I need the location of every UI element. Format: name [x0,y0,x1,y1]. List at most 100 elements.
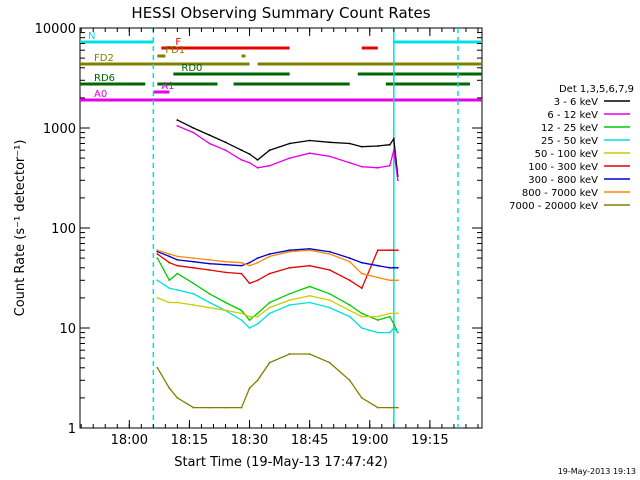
data-point-1-8 [248,161,251,164]
data-point-7-16 [376,276,379,279]
data-point-7-9 [256,261,259,264]
data-point-2-12 [308,285,311,288]
data-point-7-3 [176,255,179,258]
data-point-1-10 [268,164,271,167]
flag-label-f: F [175,37,181,48]
data-point-2-15 [360,312,363,315]
data-point-7-14 [348,260,351,263]
data-point-1-19 [396,179,399,182]
data-point-8-18 [392,406,395,409]
data-point-1-16 [376,166,379,169]
data-point-0-9 [256,158,259,161]
data-point-7-1 [156,249,159,252]
data-point-2-11 [288,292,291,295]
data-point-7-2 [168,253,171,255]
data-point-7-10 [268,255,271,258]
data-point-6-12 [308,247,311,250]
data-point-4-4 [192,304,195,306]
data-point-1-9 [256,166,259,169]
data-point-6-2 [168,255,171,258]
data-point-5-13 [328,269,331,271]
data-point-6-17 [388,266,391,269]
data-point-5-4 [192,266,195,269]
y-tick-label-4: 10000 [35,22,76,37]
data-point-3-18 [392,327,395,329]
data-point-8-14 [348,379,351,382]
data-point-7-5 [208,258,211,261]
data-point-8-7 [240,406,243,409]
data-point-0-11 [288,142,291,145]
legend: Det 1,3,5,6,7,9 3 - 6 keV 6 - 12 keV 12 - 2… [509,84,634,212]
data-point-2-6 [224,301,227,304]
data-point-2-8 [248,319,251,321]
data-point-0-8 [248,153,251,155]
data-point-8-6 [224,406,227,409]
series-line-2 [156,257,399,333]
data-point-4-19 [396,312,399,315]
x-tick-label-4: 19:00 [351,433,388,448]
data-point-6-10 [268,253,271,255]
data-point-1-14 [348,161,351,164]
data-point-4-2 [168,301,171,304]
data-point-6-13 [328,250,331,253]
legend-label-8: 7000 - 20000 keV [509,201,598,212]
data-point-3-15 [360,327,363,329]
data-point-5-2 [168,261,171,264]
data-point-8-9 [256,379,259,382]
data-point-5-19 [396,249,399,252]
data-point-3-4 [192,292,195,295]
data-point-0-18 [392,137,395,140]
data-point-5-17 [388,249,391,252]
flag-label-a0: A0 [94,89,107,100]
data-point-7-12 [308,249,311,252]
chart-title: HESSI Observing Summary Count Rates [131,4,430,22]
flag-label-fd2: FD2 [94,53,114,64]
data-point-5-9 [256,279,259,282]
data-point-6-5 [208,262,211,265]
y-tick-label-0: 1 [68,422,76,437]
data-point-3-14 [348,315,351,318]
data-point-1-17 [388,164,391,167]
legend-label-5: 100 - 300 keV [528,162,598,173]
data-point-8-8 [248,387,251,390]
plot-frame [79,27,483,429]
legend-label-1: 6 - 12 keV [547,110,598,121]
series-line-1 [177,125,399,181]
data-point-1-4 [192,131,195,134]
data-point-1-3 [176,124,179,127]
data-point-4-15 [360,315,363,318]
series-line-7 [157,249,398,281]
data-point-3-7 [240,319,243,321]
data-point-1-6 [224,149,227,152]
data-point-8-4 [192,406,195,409]
data-point-0-3 [176,119,179,121]
legend-label-3: 25 - 50 keV [541,136,598,147]
data-point-7-7 [240,261,243,264]
data-point-2-4 [192,282,195,285]
legend-label-0: 3 - 6 keV [554,97,598,108]
data-point-3-11 [288,304,291,306]
data-point-0-12 [308,139,311,142]
data-point-4-9 [256,315,259,318]
data-point-6-15 [360,261,363,264]
data-point-7-11 [288,250,291,253]
data-point-4-7 [240,312,243,315]
data-point-5-8 [248,282,251,285]
data-point-8-3 [176,396,179,399]
data-point-3-2 [168,287,171,290]
data-point-6-9 [256,257,259,260]
data-point-8-5 [208,406,211,409]
data-point-5-7 [240,272,243,275]
data-point-8-13 [328,361,331,364]
data-point-8-2 [168,387,171,390]
data-point-0-17 [388,143,391,146]
data-point-1-15 [360,165,363,168]
data-point-4-13 [328,299,331,302]
data-point-4-14 [348,309,351,312]
data-point-7-4 [192,257,195,260]
flag-label-rd6: RD6 [94,73,115,84]
data-point-7-13 [328,253,331,255]
x-tick-label-1: 18:15 [171,433,208,448]
data-point-5-3 [176,264,179,267]
legend-title: Det 1,3,5,6,7,9 [559,84,634,95]
